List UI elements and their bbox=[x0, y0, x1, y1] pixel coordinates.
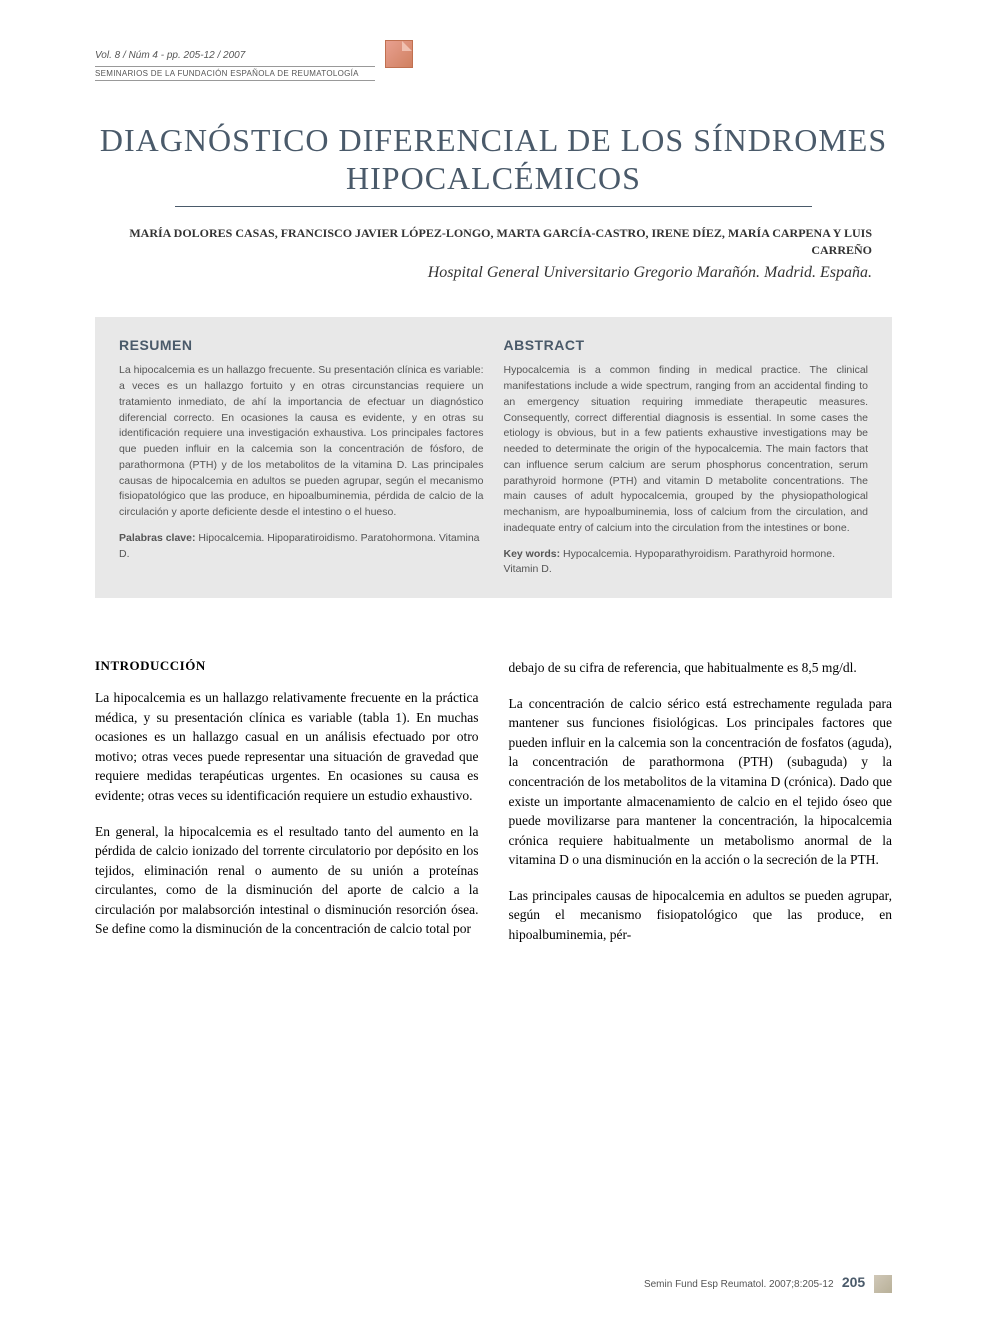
abstract-column: ABSTRACT Hypocalcemia is a common findin… bbox=[504, 337, 869, 578]
body-paragraph: debajo de su cifra de referencia, que ha… bbox=[509, 658, 893, 678]
resumen-column: RESUMEN La hipocalcemia es un hallazgo f… bbox=[119, 337, 484, 578]
resumen-heading: RESUMEN bbox=[119, 337, 484, 353]
body-paragraph: En general, la hipocalcemia es el result… bbox=[95, 822, 479, 939]
page-number: 205 bbox=[842, 1274, 865, 1290]
abstracts-block: RESUMEN La hipocalcemia es un hallazgo f… bbox=[95, 317, 892, 598]
body-columns: INTRODUCCIÓN La hipocalcemia es un halla… bbox=[95, 658, 892, 960]
abstract-keywords: Key words: Hypocalcemia. Hypoparathyroid… bbox=[504, 547, 869, 579]
body-paragraph: La hipocalcemia es un hallazgo relativam… bbox=[95, 688, 479, 805]
footer-badge-icon bbox=[874, 1275, 892, 1293]
abstract-keywords-label: Key words: bbox=[504, 548, 561, 560]
affiliation: Hospital General Universitario Gregorio … bbox=[95, 264, 872, 282]
header-meta: Vol. 8 / Núm 4 - pp. 205-12 / 2007 SEMIN… bbox=[95, 50, 892, 81]
body-paragraph: Las principales causas de hipocalcemia e… bbox=[509, 886, 893, 945]
resumen-body: La hipocalcemia es un hallazgo frecuente… bbox=[119, 363, 484, 521]
body-column-left: INTRODUCCIÓN La hipocalcemia es un halla… bbox=[95, 658, 479, 960]
authors-list: MARÍA DOLORES CASAS, FRANCISCO JAVIER LÓ… bbox=[95, 225, 872, 259]
footer-citation: Semin Fund Esp Reumatol. 2007;8:205-12 bbox=[644, 1279, 834, 1290]
title-rule bbox=[175, 206, 812, 207]
abstract-heading: ABSTRACT bbox=[504, 337, 869, 353]
body-column-right: debajo de su cifra de referencia, que ha… bbox=[509, 658, 893, 960]
pdf-icon bbox=[385, 40, 413, 68]
page-footer: Semin Fund Esp Reumatol. 2007;8:205-12 2… bbox=[644, 1274, 892, 1293]
volume-info: Vol. 8 / Núm 4 - pp. 205-12 / 2007 bbox=[95, 50, 892, 63]
abstract-body: Hypocalcemia is a common finding in medi… bbox=[504, 363, 869, 536]
resumen-keywords: Palabras clave: Hipocalcemia. Hipoparati… bbox=[119, 531, 484, 563]
body-paragraph: La concentración de calcio sérico está e… bbox=[509, 694, 893, 870]
article-title: DIAGNÓSTICO DIFERENCIAL DE LOS SÍNDROMES… bbox=[95, 121, 892, 198]
resumen-keywords-label: Palabras clave: bbox=[119, 532, 195, 544]
journal-name: SEMINARIOS DE LA FUNDACIÓN ESPAÑOLA DE R… bbox=[95, 66, 375, 81]
section-heading-introduccion: INTRODUCCIÓN bbox=[95, 658, 479, 674]
